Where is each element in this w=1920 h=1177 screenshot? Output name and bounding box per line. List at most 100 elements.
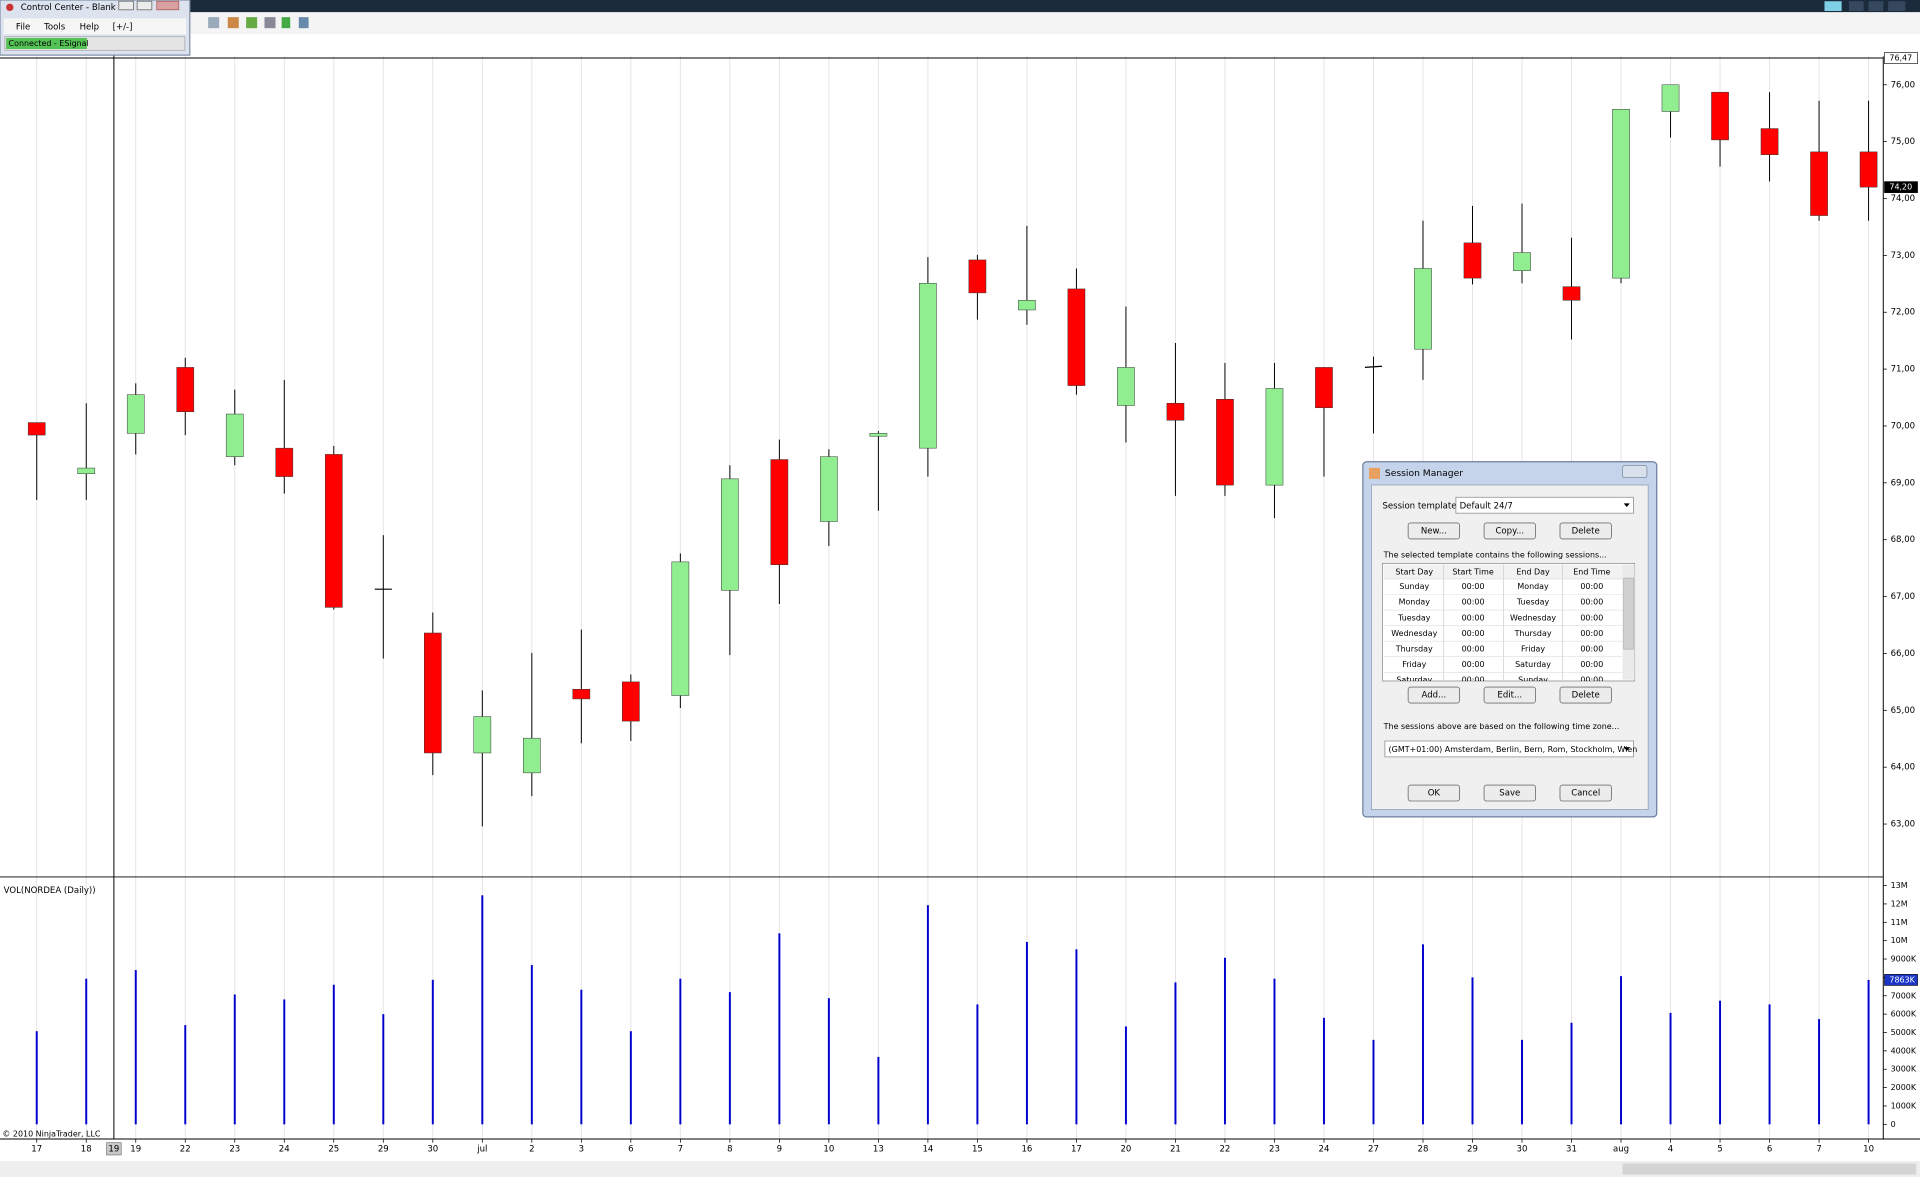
table-cell: 00:00 — [1462, 644, 1485, 653]
volume-bar — [1422, 944, 1424, 1125]
menu-item[interactable]: File — [16, 22, 30, 32]
candle-body — [1760, 128, 1779, 155]
candle-body — [1364, 365, 1383, 369]
table-cell: Saturday — [1396, 675, 1432, 684]
table-cell: Monday — [1399, 598, 1431, 607]
y-tick-label: 3000K — [1891, 1065, 1917, 1074]
tool-icon[interactable] — [227, 17, 239, 29]
volume-bar — [1124, 1026, 1127, 1125]
button[interactable] — [1407, 522, 1461, 540]
menu-item[interactable]: [+/-] — [113, 22, 133, 32]
dialog-title: Session Manager — [1385, 468, 1463, 479]
volume-bar — [1471, 977, 1474, 1125]
restore-button[interactable] — [136, 0, 153, 11]
button[interactable] — [1483, 522, 1536, 540]
x-tick-label: 17 — [1071, 1144, 1082, 1154]
button[interactable] — [1407, 784, 1461, 802]
y-tick-label: 13M — [1891, 881, 1908, 890]
volume-bar — [679, 978, 682, 1125]
volume-bar — [1174, 982, 1177, 1125]
table-cell: 00:00 — [1580, 675, 1603, 684]
button-label[interactable]: Delete — [1572, 691, 1600, 701]
candle-body — [1562, 286, 1581, 301]
minimize-button[interactable] — [118, 0, 134, 11]
table-cell: 00:00 — [1580, 582, 1603, 591]
tool-icon[interactable] — [208, 17, 220, 29]
button-label[interactable]: Copy... — [1495, 526, 1524, 536]
button[interactable] — [1559, 784, 1612, 802]
x-tick-label: 16 — [1021, 1144, 1032, 1154]
x-tick-label: 22 — [180, 1144, 191, 1154]
button[interactable] — [1559, 522, 1612, 540]
app-button[interactable] — [1824, 1, 1842, 12]
table-cell: 00:00 — [1462, 629, 1485, 638]
tool-icon[interactable] — [264, 17, 276, 29]
timezone-caption: The sessions above are based on the foll… — [1383, 722, 1620, 731]
tool-icon[interactable] — [281, 17, 291, 29]
candle-body — [473, 716, 492, 754]
y-tick-label: 1000K — [1891, 1101, 1917, 1110]
table-content: Start Day Start Time End Day End Time Sunday… — [1383, 564, 1623, 684]
volume-bar — [827, 998, 830, 1125]
y-tick-label: 72,00 — [1891, 308, 1916, 318]
volume-bar — [580, 989, 583, 1125]
minimize-button[interactable] — [1848, 1, 1864, 12]
button[interactable] — [1483, 686, 1536, 704]
x-tick-label: 25 — [328, 1144, 339, 1154]
candle-body — [1859, 151, 1878, 188]
table-scroll-thumb[interactable] — [1623, 577, 1634, 650]
close-button[interactable] — [1888, 1, 1906, 12]
price-marker-label: 74,20 — [1889, 183, 1912, 192]
candle-body — [1117, 367, 1135, 406]
button-label[interactable]: Delete — [1572, 526, 1600, 536]
x-tick-label: 9 — [777, 1144, 782, 1154]
tool-icon[interactable] — [298, 17, 309, 29]
x-tick-label: 15 — [972, 1144, 983, 1154]
x-tick-label: 20 — [1120, 1144, 1131, 1154]
scrollbar[interactable] — [0, 1161, 1920, 1177]
candle-body — [77, 467, 96, 474]
maximize-button[interactable] — [1868, 1, 1884, 12]
button-label[interactable]: Cancel — [1571, 789, 1600, 799]
candle-body — [1315, 367, 1333, 409]
x-tick-label: 23 — [229, 1144, 240, 1154]
x-tick-label: 19 — [130, 1144, 141, 1154]
template-combo[interactable] — [1455, 496, 1634, 514]
x-tick-label: 4 — [1668, 1144, 1673, 1154]
menu-item[interactable]: Tools — [43, 22, 66, 32]
x-tick-label: 7 — [1816, 1144, 1821, 1154]
menu-item[interactable]: Help — [80, 22, 100, 32]
crosshair-label: 19 — [108, 1144, 119, 1154]
table-cell: 00:00 — [1462, 613, 1485, 622]
x-tick-label: 10 — [823, 1144, 834, 1154]
button-label[interactable]: OK — [1428, 789, 1441, 799]
button[interactable] — [1483, 784, 1536, 802]
sessions-caption: The selected template contains the follo… — [1383, 550, 1607, 559]
button[interactable] — [1407, 686, 1461, 704]
tool-icon[interactable] — [246, 17, 258, 29]
button[interactable] — [1559, 686, 1612, 704]
table-cell: Monday — [1517, 582, 1549, 591]
volume-bar — [134, 970, 137, 1125]
candle-body — [721, 478, 739, 591]
timezone-combo[interactable] — [1384, 740, 1634, 758]
volume-bar — [1372, 1039, 1375, 1125]
volume-bar — [1867, 979, 1870, 1125]
x-tick-label: 24 — [1319, 1144, 1330, 1154]
y-tick-label: 12M — [1891, 899, 1908, 908]
toolbar — [0, 12, 1920, 35]
volume-bar — [1223, 957, 1226, 1125]
button-label[interactable]: Edit... — [1497, 691, 1522, 701]
close-button[interactable] — [156, 0, 180, 11]
button-label[interactable]: Save — [1499, 789, 1520, 799]
dialog-close[interactable] — [1622, 465, 1648, 479]
x-tick-label: 13 — [873, 1144, 884, 1154]
scroll-thumb[interactable] — [1622, 1163, 1917, 1175]
button-label[interactable]: Add... — [1422, 691, 1447, 701]
candle-body — [1067, 288, 1086, 386]
volume-bar — [233, 994, 236, 1125]
toolbar-icons — [208, 17, 309, 29]
y-tick-label: 76,00 — [1891, 80, 1916, 90]
button-label[interactable]: New... — [1421, 526, 1447, 536]
candle-body — [968, 259, 987, 294]
